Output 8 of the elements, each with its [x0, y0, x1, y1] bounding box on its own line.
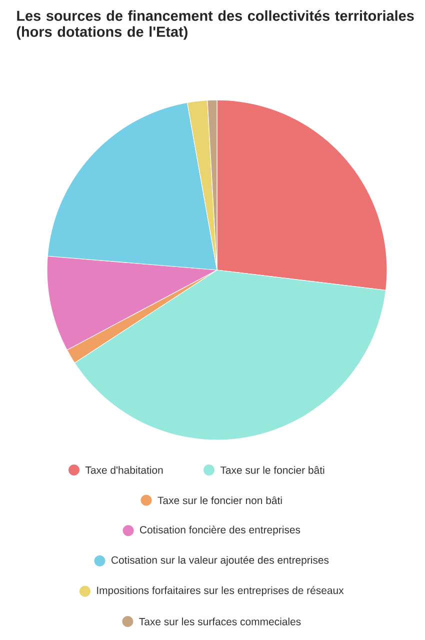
- legend-label: Cotisation foncière des entreprises: [140, 526, 300, 536]
- legend-label: Taxe d'habitation: [85, 466, 163, 474]
- legend-label: Taxe sur les surfaces commeciales: [139, 618, 301, 626]
- chart-title: Les sources de financement des collectivités territoriales (hors dotations de l'Etat): [16, 10, 414, 40]
- legend-label: Taxe sur le foncier non bâti: [158, 496, 282, 504]
- legend-label: Taxe sur le foncier bâti: [220, 466, 324, 474]
- legend-label: Cotisation sur la valeur ajoutée des entreprises: [112, 556, 329, 566]
- legend-label: Impositions forfaitaires sur les entreprises de réseaux: [97, 586, 344, 596]
